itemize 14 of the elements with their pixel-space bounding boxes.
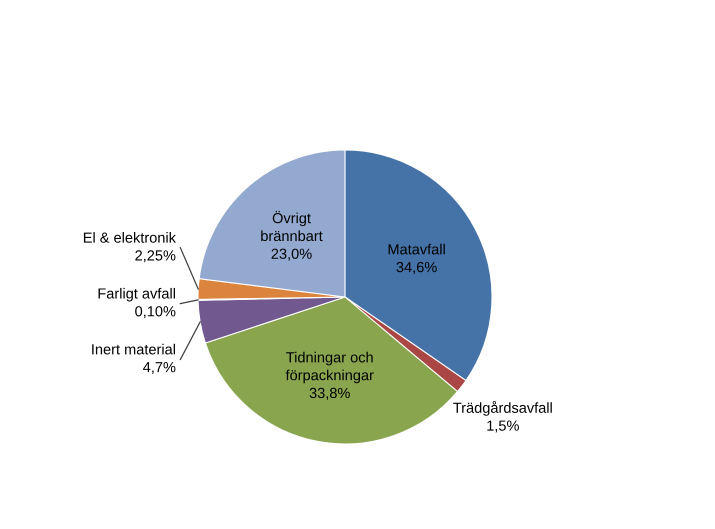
slice-label: Övrigt brännbart bbox=[261, 210, 323, 242]
data-label: 2,25% bbox=[135, 250, 176, 262]
data-label: 23,0% bbox=[272, 248, 312, 261]
slice-label: Farligt avfall bbox=[98, 288, 175, 302]
slice-label: Trädgårdsavfall bbox=[453, 401, 552, 416]
data-label: 1,5% bbox=[487, 420, 519, 432]
slice-label: Matavfall bbox=[388, 244, 445, 254]
data-label: 33,8% bbox=[310, 388, 350, 400]
slice-label: El & elektronik bbox=[84, 232, 176, 243]
slice-label: Inert material bbox=[92, 344, 175, 354]
data-label: 34,6% bbox=[396, 262, 437, 274]
slice-label: Tidningar och förpackningar bbox=[286, 352, 374, 384]
data-label: 0,10% bbox=[135, 306, 176, 318]
data-label: 4,7% bbox=[143, 362, 176, 374]
